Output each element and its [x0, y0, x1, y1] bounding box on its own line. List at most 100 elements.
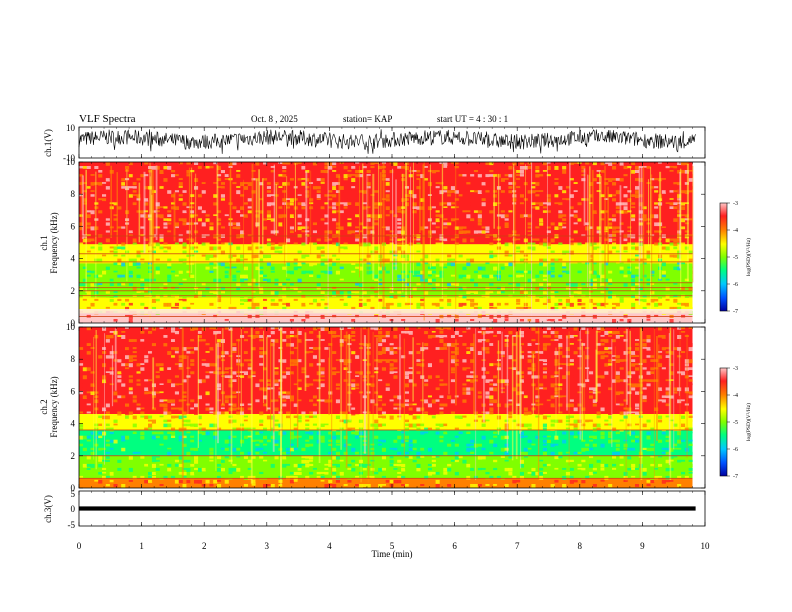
- spectrogram-pixel: [128, 254, 133, 258]
- spectrogram-pixel: [454, 218, 459, 221]
- spectrogram-pixel: [194, 471, 199, 475]
- spectrogram-pixel: [397, 278, 402, 282]
- spectrogram-pixel: [404, 427, 409, 432]
- spectrogram-pixel: [623, 306, 628, 310]
- spectrogram-pixel: [259, 210, 264, 214]
- spectrogram-pixel: [677, 198, 682, 201]
- spectrogram-pixel: [247, 475, 252, 480]
- spectrogram-pixel: [592, 194, 597, 198]
- spectrogram-pixel: [500, 214, 505, 219]
- spectrogram-pixel: [393, 335, 398, 339]
- spectrogram-pixel: [224, 210, 229, 214]
- spectrogram-pixel: [447, 415, 452, 419]
- spectrogram-pixel: [136, 194, 141, 198]
- spectrogram-pixel: [612, 178, 617, 181]
- spectrogram-pixel: [278, 298, 283, 302]
- spectrogram-pixel: [217, 210, 222, 213]
- spectrogram-pixel: [470, 403, 475, 408]
- spectrogram-pixel: [209, 415, 214, 419]
- spectrogram-pixel: [612, 238, 617, 242]
- spectrogram-pixel: [316, 190, 321, 193]
- spectrogram-pixel: [236, 443, 241, 447]
- spectrogram-pixel: [424, 347, 429, 350]
- spectrogram-pixel: [324, 194, 329, 197]
- spectrogram-streak: [677, 189, 679, 243]
- spectrogram-pixel: [224, 379, 229, 382]
- spectrogram-pixel: [454, 343, 459, 346]
- spectrogram-pixel: [673, 298, 678, 303]
- spectrogram-pixel: [270, 194, 275, 197]
- spectrogram-pixel: [466, 222, 471, 224]
- spectrogram-pixel: [324, 246, 329, 251]
- spectrogram-pixel: [309, 367, 314, 370]
- spectrogram-pixel: [562, 250, 567, 255]
- spectrogram-pixel: [454, 471, 459, 476]
- spectrogram-pixel: [485, 419, 490, 422]
- spectrogram-pixel: [401, 387, 406, 390]
- spectrogram-pixel: [163, 359, 168, 362]
- spectrogram-pixel: [416, 451, 421, 456]
- spectrogram-pixel: [209, 367, 214, 371]
- spectrogram-pixel: [431, 262, 436, 267]
- spectrogram-pixel: [163, 319, 168, 322]
- spectrogram-pixel: [79, 411, 84, 414]
- spectrogram-pixel: [232, 343, 237, 346]
- spectrogram-pixel: [190, 407, 195, 410]
- spectrogram-pixel: [155, 431, 160, 435]
- spectrogram-pixel: [186, 451, 191, 456]
- spectrogram-pixel: [481, 423, 486, 427]
- spectrogram-pixel: [389, 471, 394, 476]
- spectrogram-pixel: [316, 194, 321, 198]
- spectrogram-pixel: [243, 455, 248, 459]
- spectrogram-pixel: [144, 379, 149, 382]
- spectrogram-pixel: [470, 174, 475, 177]
- spectrogram-pixel: [462, 387, 467, 391]
- spectrogram-pixel: [105, 371, 110, 373]
- spectrogram-pixel: [263, 226, 268, 230]
- spectrogram-pixel: [86, 194, 91, 198]
- ch1-spectrogram-image: [79, 162, 694, 323]
- spectrogram-pixel: [661, 226, 666, 228]
- spectrogram-pixel: [305, 439, 310, 442]
- spectrogram-pixel: [493, 266, 498, 271]
- spectrogram-pixel: [642, 206, 647, 210]
- spectrogram-pixel: [351, 186, 356, 189]
- spectrogram-pixel: [688, 306, 693, 310]
- spectrogram-pixel: [669, 282, 674, 287]
- spectrogram-pixel: [470, 343, 475, 347]
- spectrogram-pixel: [489, 258, 494, 262]
- spectrogram-pixel: [381, 335, 386, 338]
- spectrogram-pixel: [98, 274, 103, 278]
- spectrogram-pixel: [240, 266, 245, 271]
- spectrogram-pixel: [604, 282, 609, 285]
- spectrogram-pixel: [213, 266, 218, 269]
- spectrogram-pixel: [539, 258, 544, 262]
- spectrogram-pixel: [462, 367, 467, 371]
- spectrogram-pixel: [635, 286, 640, 291]
- spectrogram-pixel: [516, 274, 521, 278]
- spectrogram-pixel: [447, 395, 452, 399]
- spectrogram-pixel: [481, 274, 486, 278]
- spectrogram-pixel: [504, 319, 509, 322]
- spectrogram-pixel: [236, 238, 241, 243]
- spectrogram-pixel: [328, 238, 333, 241]
- spectrogram-pixel: [454, 162, 459, 165]
- spectrogram-pixel: [604, 178, 609, 181]
- spectrogram-pixel: [86, 435, 91, 439]
- spectrogram-pixel: [535, 186, 540, 189]
- spectrogram-pixel: [163, 302, 168, 307]
- spectrogram-pixel: [527, 190, 532, 194]
- spectrogram-pixel: [136, 162, 141, 165]
- spectrogram-pixel: [481, 202, 486, 207]
- spectrogram-pixel: [301, 246, 306, 250]
- spectrogram-pixel: [608, 294, 613, 299]
- spectrogram-pixel: [328, 463, 333, 467]
- spectrogram-pixel: [627, 270, 632, 275]
- spectrogram-pixel: [608, 222, 613, 226]
- spectrogram-pixel: [477, 230, 482, 234]
- ch1-colorbar-scale: [719, 202, 728, 312]
- spectrogram-pixel: [435, 302, 440, 307]
- spectrogram-pixel: [324, 479, 329, 484]
- spectrogram-pixel: [466, 298, 471, 301]
- spectrogram-pixel: [182, 443, 187, 447]
